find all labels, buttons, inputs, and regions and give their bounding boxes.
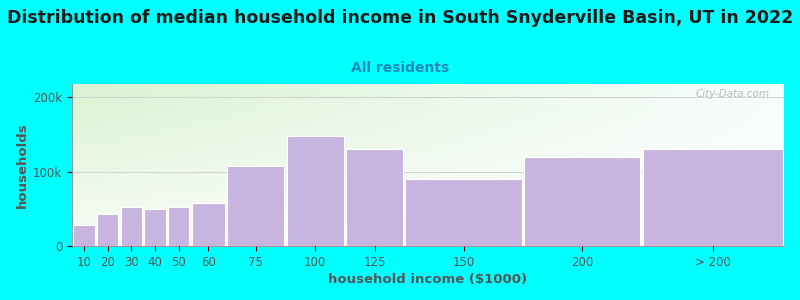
Bar — [346, 149, 403, 246]
Bar — [286, 136, 344, 246]
Y-axis label: households: households — [16, 122, 29, 208]
Bar — [97, 214, 118, 246]
Bar — [73, 225, 94, 246]
Bar — [227, 167, 285, 246]
Bar — [642, 149, 783, 246]
Bar — [144, 209, 166, 246]
Bar — [121, 207, 142, 246]
Bar — [524, 157, 641, 246]
Text: City-Data.com: City-Data.com — [696, 89, 770, 99]
Text: Distribution of median household income in South Snyderville Basin, UT in 2022: Distribution of median household income … — [7, 9, 793, 27]
Bar — [168, 207, 190, 246]
Text: All residents: All residents — [351, 61, 449, 76]
Bar — [192, 203, 225, 246]
X-axis label: household income ($1000): household income ($1000) — [329, 273, 527, 286]
Bar — [406, 179, 522, 246]
